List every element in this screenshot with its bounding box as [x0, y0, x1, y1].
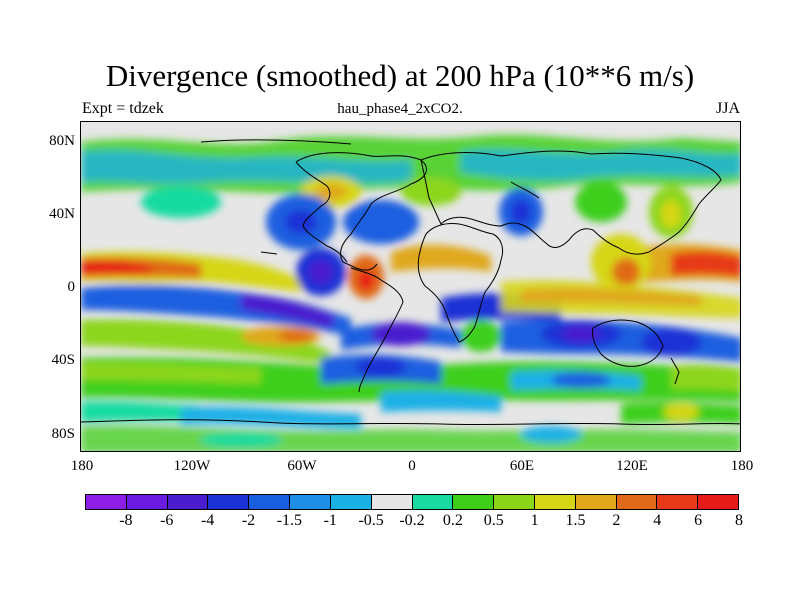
y-tick-label: 80S — [51, 426, 75, 442]
colorbar-label: -2 — [241, 512, 256, 529]
colorbar-label: 8 — [735, 512, 743, 529]
map-field-svg — [81, 122, 740, 451]
colorbar-label: 4 — [653, 512, 662, 529]
colorbar-label: -4 — [200, 512, 215, 529]
colorbar — [85, 494, 739, 510]
divergence-map — [80, 121, 741, 452]
colorbar-label: 0.5 — [483, 512, 504, 529]
colorbar-swatch — [208, 495, 250, 509]
colorbar-swatch — [330, 495, 372, 509]
colorbar-label: 1.5 — [565, 512, 586, 529]
y-tick-label: 40S — [51, 352, 75, 368]
colorbar-swatch — [575, 495, 617, 509]
colorbar-swatch — [616, 495, 658, 509]
divergence-field — [81, 134, 740, 451]
y-tick-label: 40N — [49, 206, 75, 222]
colorbar-swatch — [534, 495, 576, 509]
x-tick-label: 60E — [509, 458, 535, 474]
colorbar-swatch — [290, 495, 331, 509]
colorbar-label: 6 — [694, 512, 703, 529]
colorbar-label: 2 — [612, 512, 621, 529]
x-tick-label: 120W — [173, 458, 211, 474]
colorbar-label: -1.5 — [276, 512, 303, 529]
x-tick-label: 0 — [408, 458, 416, 474]
colorbar-label: -1 — [323, 512, 337, 529]
colorbar-label: -0.2 — [399, 512, 425, 529]
season-label: JJA — [715, 100, 740, 117]
colorbar-swatch — [412, 495, 454, 509]
colorbar-label: -0.5 — [358, 512, 384, 529]
experiment-label: Expt = tdzek — [82, 100, 164, 117]
colorbar-swatch — [249, 495, 291, 509]
colorbar-label: 0.2 — [442, 512, 463, 529]
plot-title: Divergence (smoothed) at 200 hPa (10**6 … — [105, 58, 695, 93]
x-tick-label: 180 — [730, 458, 754, 474]
colorbar-swatch — [494, 495, 535, 509]
colorbar-label: -6 — [160, 512, 174, 529]
x-tick-label: 180 — [70, 458, 94, 474]
x-tick-label: 60W — [287, 458, 317, 474]
colorbar-swatch — [167, 495, 209, 509]
coastlines — [81, 139, 740, 426]
colorbar-swatch — [126, 495, 168, 509]
x-tick-label: 120E — [616, 458, 648, 474]
y-tick-label: 80N — [49, 133, 75, 149]
colorbar-swatch — [86, 495, 127, 509]
colorbar-label: -8 — [119, 512, 133, 529]
colorbar-label: 1 — [530, 512, 539, 529]
y-tick-label: 0 — [67, 279, 76, 295]
colorbar-swatch — [657, 495, 699, 509]
colorbar-swatch — [371, 495, 413, 509]
colorbar-labels: -8 -6 -4 -2 -1.5 -1 -0.5 -0.2 0.2 0.5 1 1.5 2 4 6 8 — [85, 512, 743, 532]
run-name-label: hau_phase4_2xCO2. — [337, 101, 463, 117]
colorbar-swatch — [453, 495, 495, 509]
colorbar-swatch — [698, 495, 738, 509]
